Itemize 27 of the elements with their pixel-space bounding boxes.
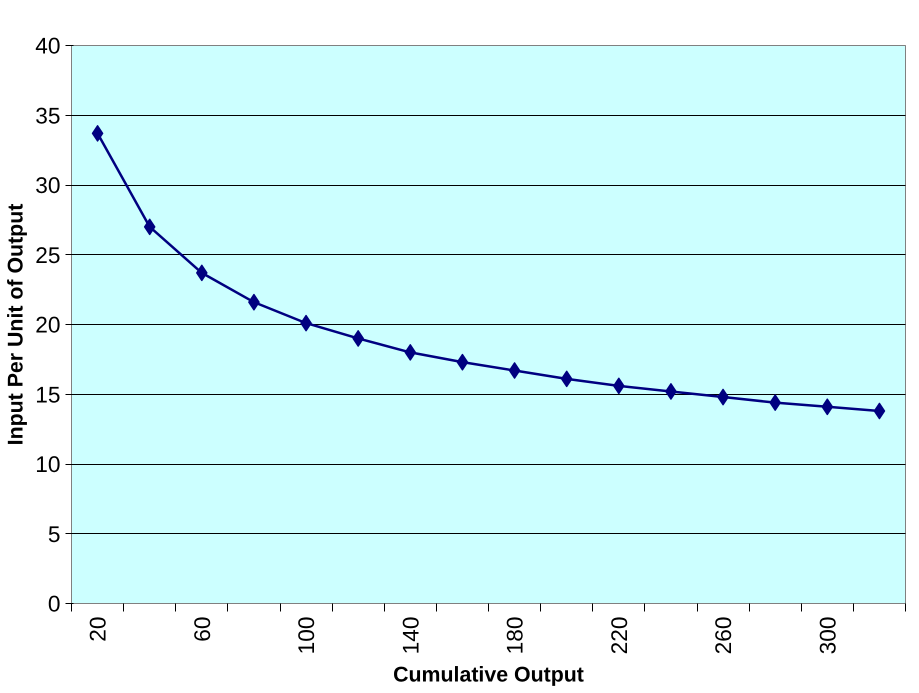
point xyxy=(821,398,834,416)
x-tick-label: 100 xyxy=(293,616,320,654)
y-tick-label: 35 xyxy=(35,102,60,128)
point xyxy=(352,330,364,347)
x-tick-label: 20 xyxy=(84,616,111,642)
y-axis-title: Input Per Unit of Output xyxy=(3,204,28,446)
y-tick-label: 40 xyxy=(35,32,60,58)
y-tick-label: 25 xyxy=(35,242,60,268)
y-tick-label: 0 xyxy=(48,590,61,616)
x-tick-label: 60 xyxy=(188,616,215,642)
x-tick-label: 300 xyxy=(814,616,840,654)
point xyxy=(144,218,156,236)
y-tick-label: 10 xyxy=(35,451,60,477)
x-tick-label: 180 xyxy=(502,616,528,654)
x-tick-label: 260 xyxy=(710,616,736,654)
x-tick-label: 140 xyxy=(397,616,424,654)
x-axis-title: Cumulative Output xyxy=(393,662,584,686)
x-tick-label: 220 xyxy=(606,616,632,654)
point xyxy=(612,377,625,394)
y-tick-label: 15 xyxy=(35,381,60,408)
point xyxy=(196,264,208,282)
y-tick-label: 5 xyxy=(48,520,61,547)
y-tick-label: 20 xyxy=(35,312,60,338)
point xyxy=(769,394,782,412)
point xyxy=(560,370,573,388)
y-tick-label: 30 xyxy=(35,172,60,198)
point xyxy=(404,344,416,361)
